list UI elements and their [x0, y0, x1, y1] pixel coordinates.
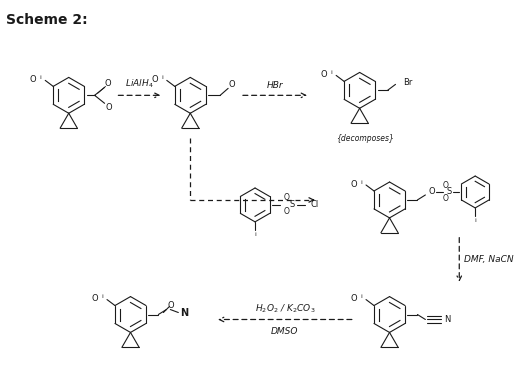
Text: S: S [447, 188, 452, 196]
Text: O: O [428, 188, 435, 196]
Text: DMSO: DMSO [271, 327, 299, 336]
Text: i: i [360, 294, 362, 299]
Text: i: i [254, 232, 256, 237]
Text: O: O [351, 294, 357, 303]
Text: O: O [104, 79, 111, 88]
Text: O: O [284, 208, 290, 216]
Text: {decomposes}: {decomposes} [336, 134, 393, 143]
Text: H$_2$O$_2$ / K$_2$CO$_3$: H$_2$O$_2$ / K$_2$CO$_3$ [254, 302, 315, 314]
Text: DMF, NaCN: DMF, NaCN [464, 255, 514, 264]
Text: i: i [474, 218, 476, 223]
Text: O: O [30, 75, 36, 84]
Text: Br: Br [403, 78, 413, 87]
Text: O: O [229, 80, 235, 89]
Text: LiAlH$_4$: LiAlH$_4$ [125, 78, 154, 90]
Text: HBr: HBr [267, 81, 283, 90]
Text: i: i [331, 70, 332, 75]
Text: i: i [161, 75, 163, 80]
Text: O: O [351, 179, 357, 188]
Text: O: O [92, 294, 98, 303]
Text: O: O [152, 75, 158, 84]
Text: S: S [289, 201, 295, 209]
Text: N: N [180, 307, 188, 317]
Text: O: O [167, 301, 174, 310]
Text: O: O [321, 70, 327, 79]
Text: O: O [442, 181, 448, 189]
Text: O: O [284, 194, 290, 202]
Text: O: O [442, 195, 448, 204]
Text: i: i [40, 75, 41, 80]
Text: i: i [101, 294, 103, 299]
Text: i: i [360, 179, 362, 185]
Text: Cl: Cl [311, 201, 319, 209]
Text: Scheme 2:: Scheme 2: [6, 13, 88, 27]
Text: N: N [444, 315, 450, 324]
Text: O: O [105, 103, 112, 112]
